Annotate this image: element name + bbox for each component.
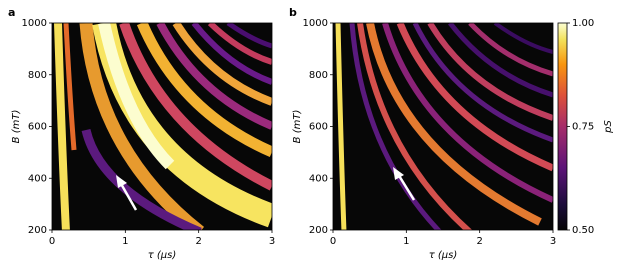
y-tick-label: 400 <box>28 173 47 184</box>
colorbar-label: pS <box>603 120 614 134</box>
x-tick-label: 2 <box>476 236 482 247</box>
x-tick-label: 3 <box>269 236 275 247</box>
colorbar <box>558 23 567 230</box>
y-tick-label: 1000 <box>22 18 47 29</box>
x-tick-label: 2 <box>195 236 201 247</box>
colorbar-tick-label: 1.00 <box>572 18 594 29</box>
heatmap-a <box>52 23 272 230</box>
x-tick-label: 0 <box>330 236 336 247</box>
x-tick-label: 1 <box>122 236 128 247</box>
x-axis-label: τ (µs) <box>429 250 458 261</box>
x-tick-label: 1 <box>403 236 409 247</box>
colorbar-tick-label: 0.50 <box>572 225 594 236</box>
y-axis-label: B (mT) <box>11 110 22 144</box>
y-tick-label: 600 <box>309 122 328 133</box>
x-axis-label: τ (µs) <box>148 250 177 261</box>
y-tick-label: 600 <box>28 122 47 133</box>
x-tick-label: 0 <box>49 236 55 247</box>
y-tick-label: 200 <box>28 225 47 236</box>
y-axis-label: B (mT) <box>292 110 303 144</box>
y-tick-label: 400 <box>309 173 328 184</box>
y-tick-label: 1000 <box>303 18 328 29</box>
y-tick-label: 800 <box>309 70 328 81</box>
heatmap-b <box>333 23 553 230</box>
x-tick-label: 3 <box>550 236 556 247</box>
panel-label: b <box>289 6 297 19</box>
y-tick-label: 200 <box>309 225 328 236</box>
colorbar-tick-label: 0.75 <box>572 122 594 133</box>
panel-label: a <box>8 6 15 19</box>
y-tick-label: 800 <box>28 70 47 81</box>
